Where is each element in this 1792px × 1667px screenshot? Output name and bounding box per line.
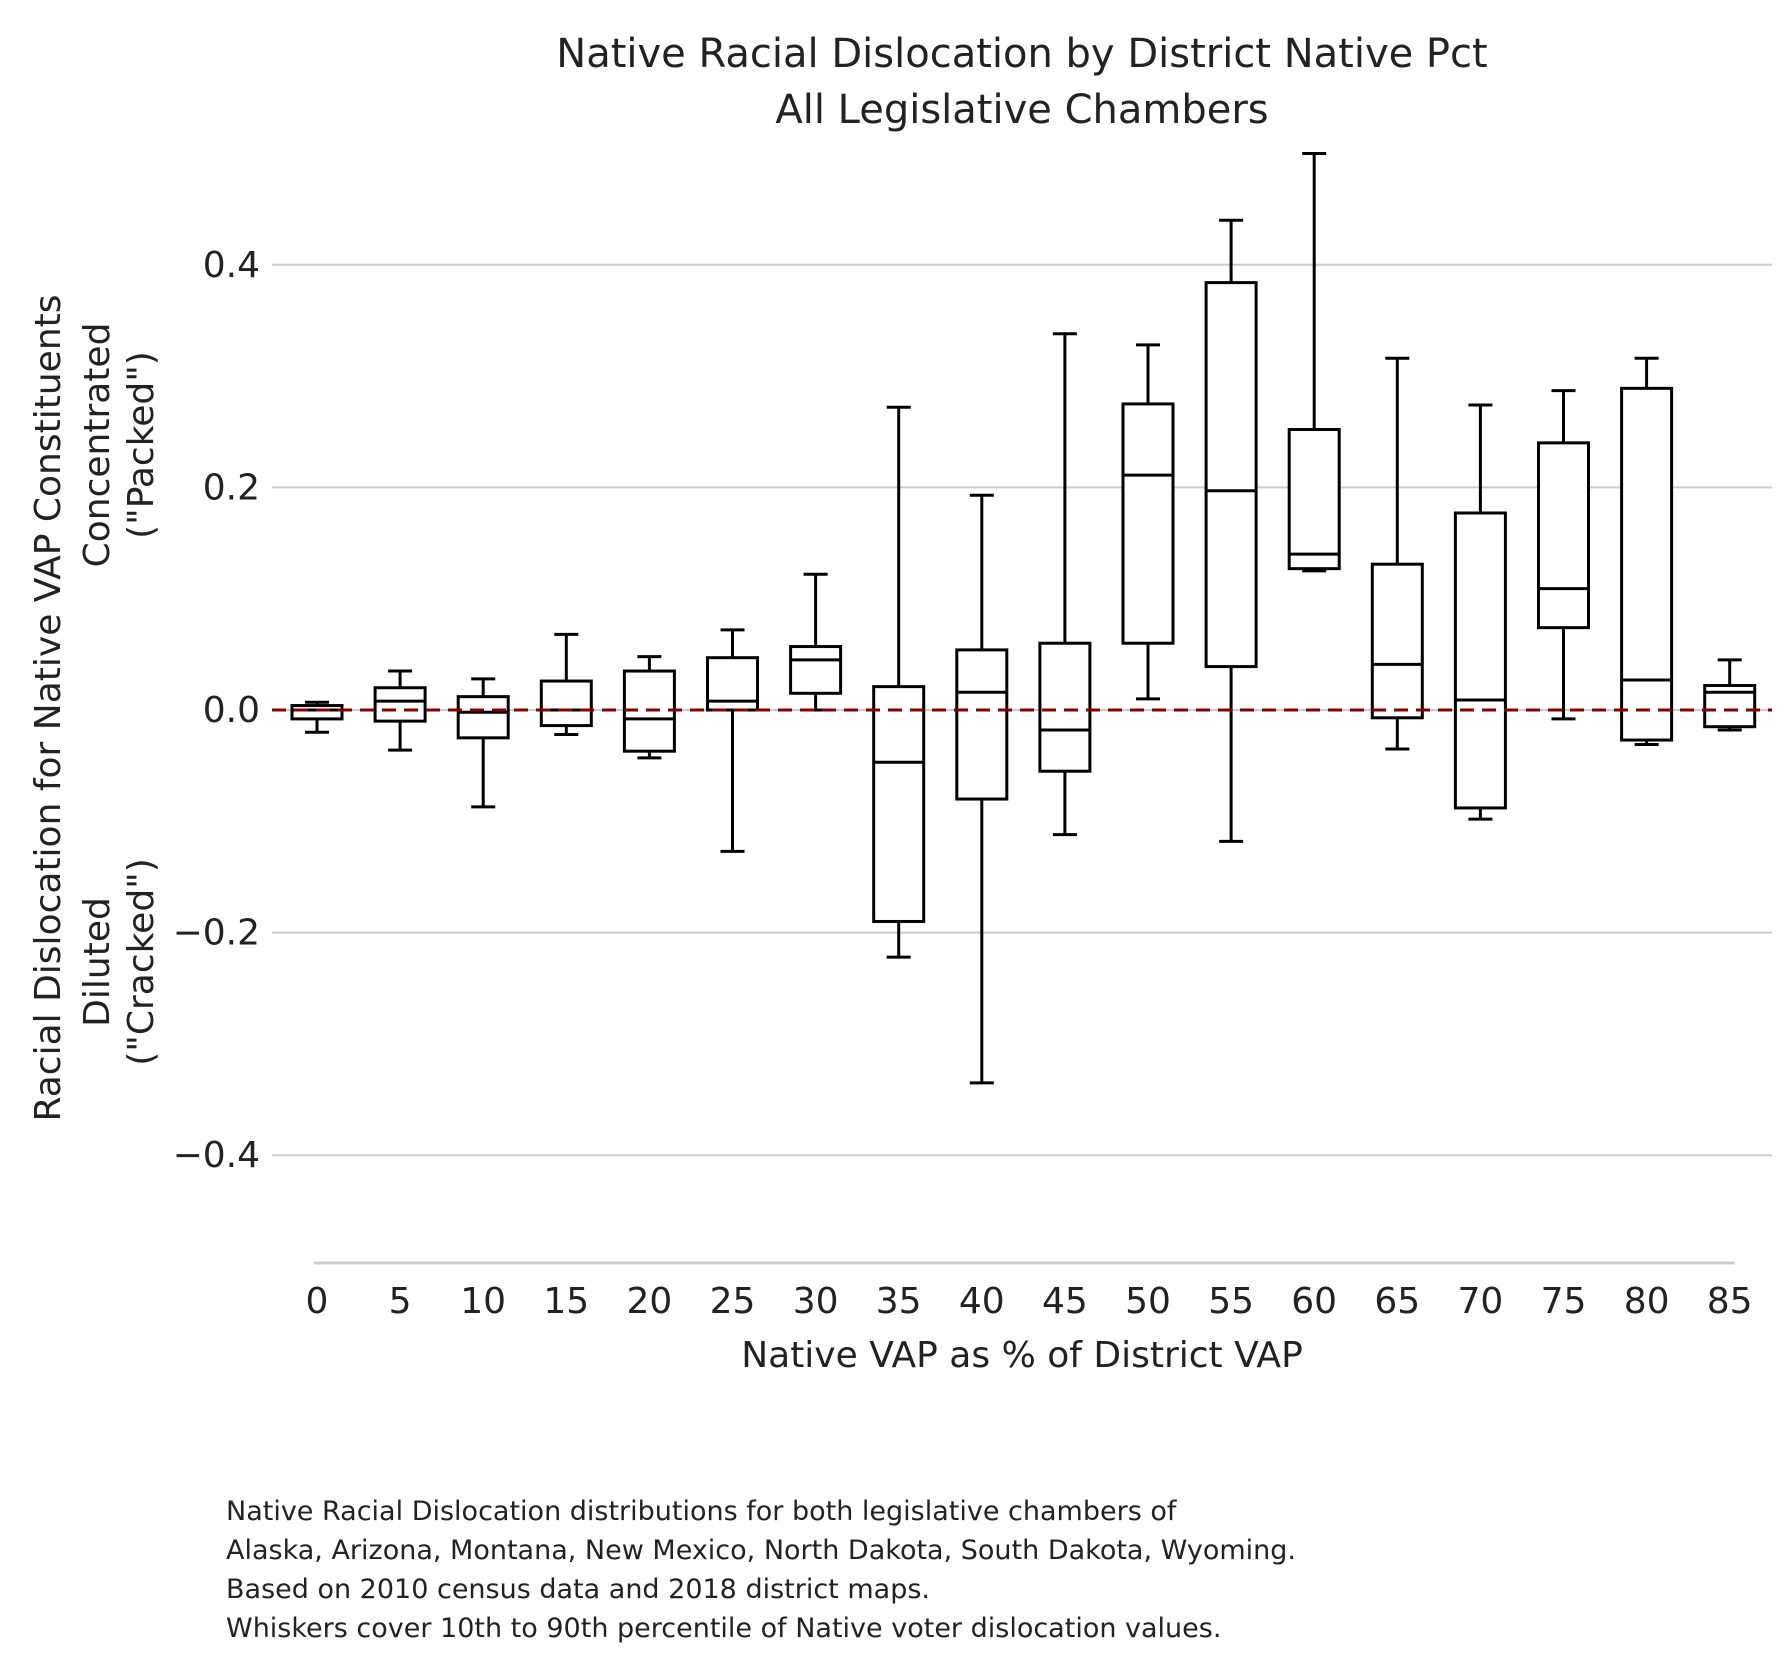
box-60 xyxy=(1287,152,1341,573)
iqr-box xyxy=(1370,562,1424,720)
x-axis-label: Native VAP as % of District VAP xyxy=(741,1335,1303,1376)
iqr-box xyxy=(1038,641,1092,773)
iqr-box xyxy=(872,685,926,923)
box-20 xyxy=(622,655,676,760)
box-65 xyxy=(1370,356,1424,751)
box-70 xyxy=(1453,403,1507,821)
caption-line: Alaska, Arizona, Montana, New Mexico, No… xyxy=(226,1535,1296,1566)
iqr-box xyxy=(373,686,427,723)
iqr-box xyxy=(456,695,510,740)
box-45 xyxy=(1038,332,1092,837)
x-tick-label: 0 xyxy=(306,1281,329,1322)
box-75 xyxy=(1537,389,1590,721)
x-tick-label: 25 xyxy=(710,1281,756,1322)
box-series xyxy=(290,152,1757,1085)
iqr-box xyxy=(1537,441,1590,630)
x-tick-labels: 0 5 10 15 20 25 30 35 40 45 50 55 60 65 70 75 80 85 xyxy=(306,1281,1753,1322)
y-axis-label-packed-note: ("Packed") xyxy=(121,351,162,539)
y-tick-label: −0.4 xyxy=(173,1135,260,1176)
y-tick-label: 0.4 xyxy=(203,245,260,286)
iqr-box xyxy=(290,704,344,721)
x-tick-label: 60 xyxy=(1291,1281,1337,1322)
figure-caption: Native Racial Dislocation distributions … xyxy=(226,1492,1296,1648)
x-tick-label: 15 xyxy=(543,1281,589,1322)
box-30 xyxy=(789,572,843,712)
y-axis-label: Racial Dislocation for Native VAP Consti… xyxy=(28,294,162,1121)
box-0 xyxy=(290,700,344,734)
box-10 xyxy=(456,677,510,809)
x-tick-label: 10 xyxy=(460,1281,506,1322)
iqr-box xyxy=(1620,386,1674,742)
x-tick-label: 80 xyxy=(1624,1281,1670,1322)
caption-line: Native Racial Dislocation distributions … xyxy=(226,1496,1177,1527)
x-tick-label: 35 xyxy=(876,1281,922,1322)
caption-line: Whiskers cover 10th to 90th percentile o… xyxy=(226,1613,1222,1644)
box-25 xyxy=(706,628,759,853)
x-tick-label: 30 xyxy=(793,1281,839,1322)
x-tick-label: 40 xyxy=(959,1281,1005,1322)
y-axis-label-main: Racial Dislocation for Native VAP Consti… xyxy=(28,294,69,1121)
chart-title: Native Racial Dislocation by District Na… xyxy=(556,31,1487,133)
x-tick-label: 55 xyxy=(1208,1281,1254,1322)
box-5 xyxy=(373,669,427,752)
box-55 xyxy=(1204,218,1258,843)
chart-title-line-2: All Legislative Chambers xyxy=(775,87,1268,133)
box-80 xyxy=(1620,356,1674,747)
iqr-box xyxy=(1453,511,1507,810)
y-axis-label-packed: Concentrated xyxy=(77,323,118,568)
x-tick-label: 75 xyxy=(1541,1281,1587,1322)
iqr-box xyxy=(539,679,593,728)
x-tick-label: 85 xyxy=(1707,1281,1753,1322)
y-tick-label: 0.2 xyxy=(203,467,260,508)
y-tick-labels: −0.4 −0.2 0.0 0.2 0.4 xyxy=(173,245,260,1176)
y-axis-label-cracked-note: ("Cracked") xyxy=(121,858,162,1066)
iqr-box xyxy=(1121,402,1175,645)
x-tick-label: 65 xyxy=(1374,1281,1420,1322)
caption-line: Based on 2010 census data and 2018 distr… xyxy=(226,1574,930,1605)
x-tick-label: 20 xyxy=(626,1281,672,1322)
x-tick-label: 45 xyxy=(1042,1281,1088,1322)
box-35 xyxy=(872,405,926,959)
box-50 xyxy=(1121,343,1175,701)
x-tick-label: 70 xyxy=(1457,1281,1503,1322)
y-tick-label: −0.2 xyxy=(173,913,260,954)
y-tick-label: 0.0 xyxy=(203,690,260,731)
iqr-box xyxy=(1287,428,1341,571)
box-85 xyxy=(1703,658,1757,732)
box-15 xyxy=(539,632,593,736)
iqr-box xyxy=(789,645,843,695)
x-tick-label: 50 xyxy=(1125,1281,1171,1322)
box-40 xyxy=(955,493,1009,1085)
x-tick-label: 5 xyxy=(389,1281,412,1322)
iqr-box xyxy=(955,648,1009,801)
y-axis-label-cracked: Diluted xyxy=(77,897,118,1027)
chart-title-line-1: Native Racial Dislocation by District Na… xyxy=(556,31,1487,77)
iqr-box xyxy=(1204,281,1258,669)
